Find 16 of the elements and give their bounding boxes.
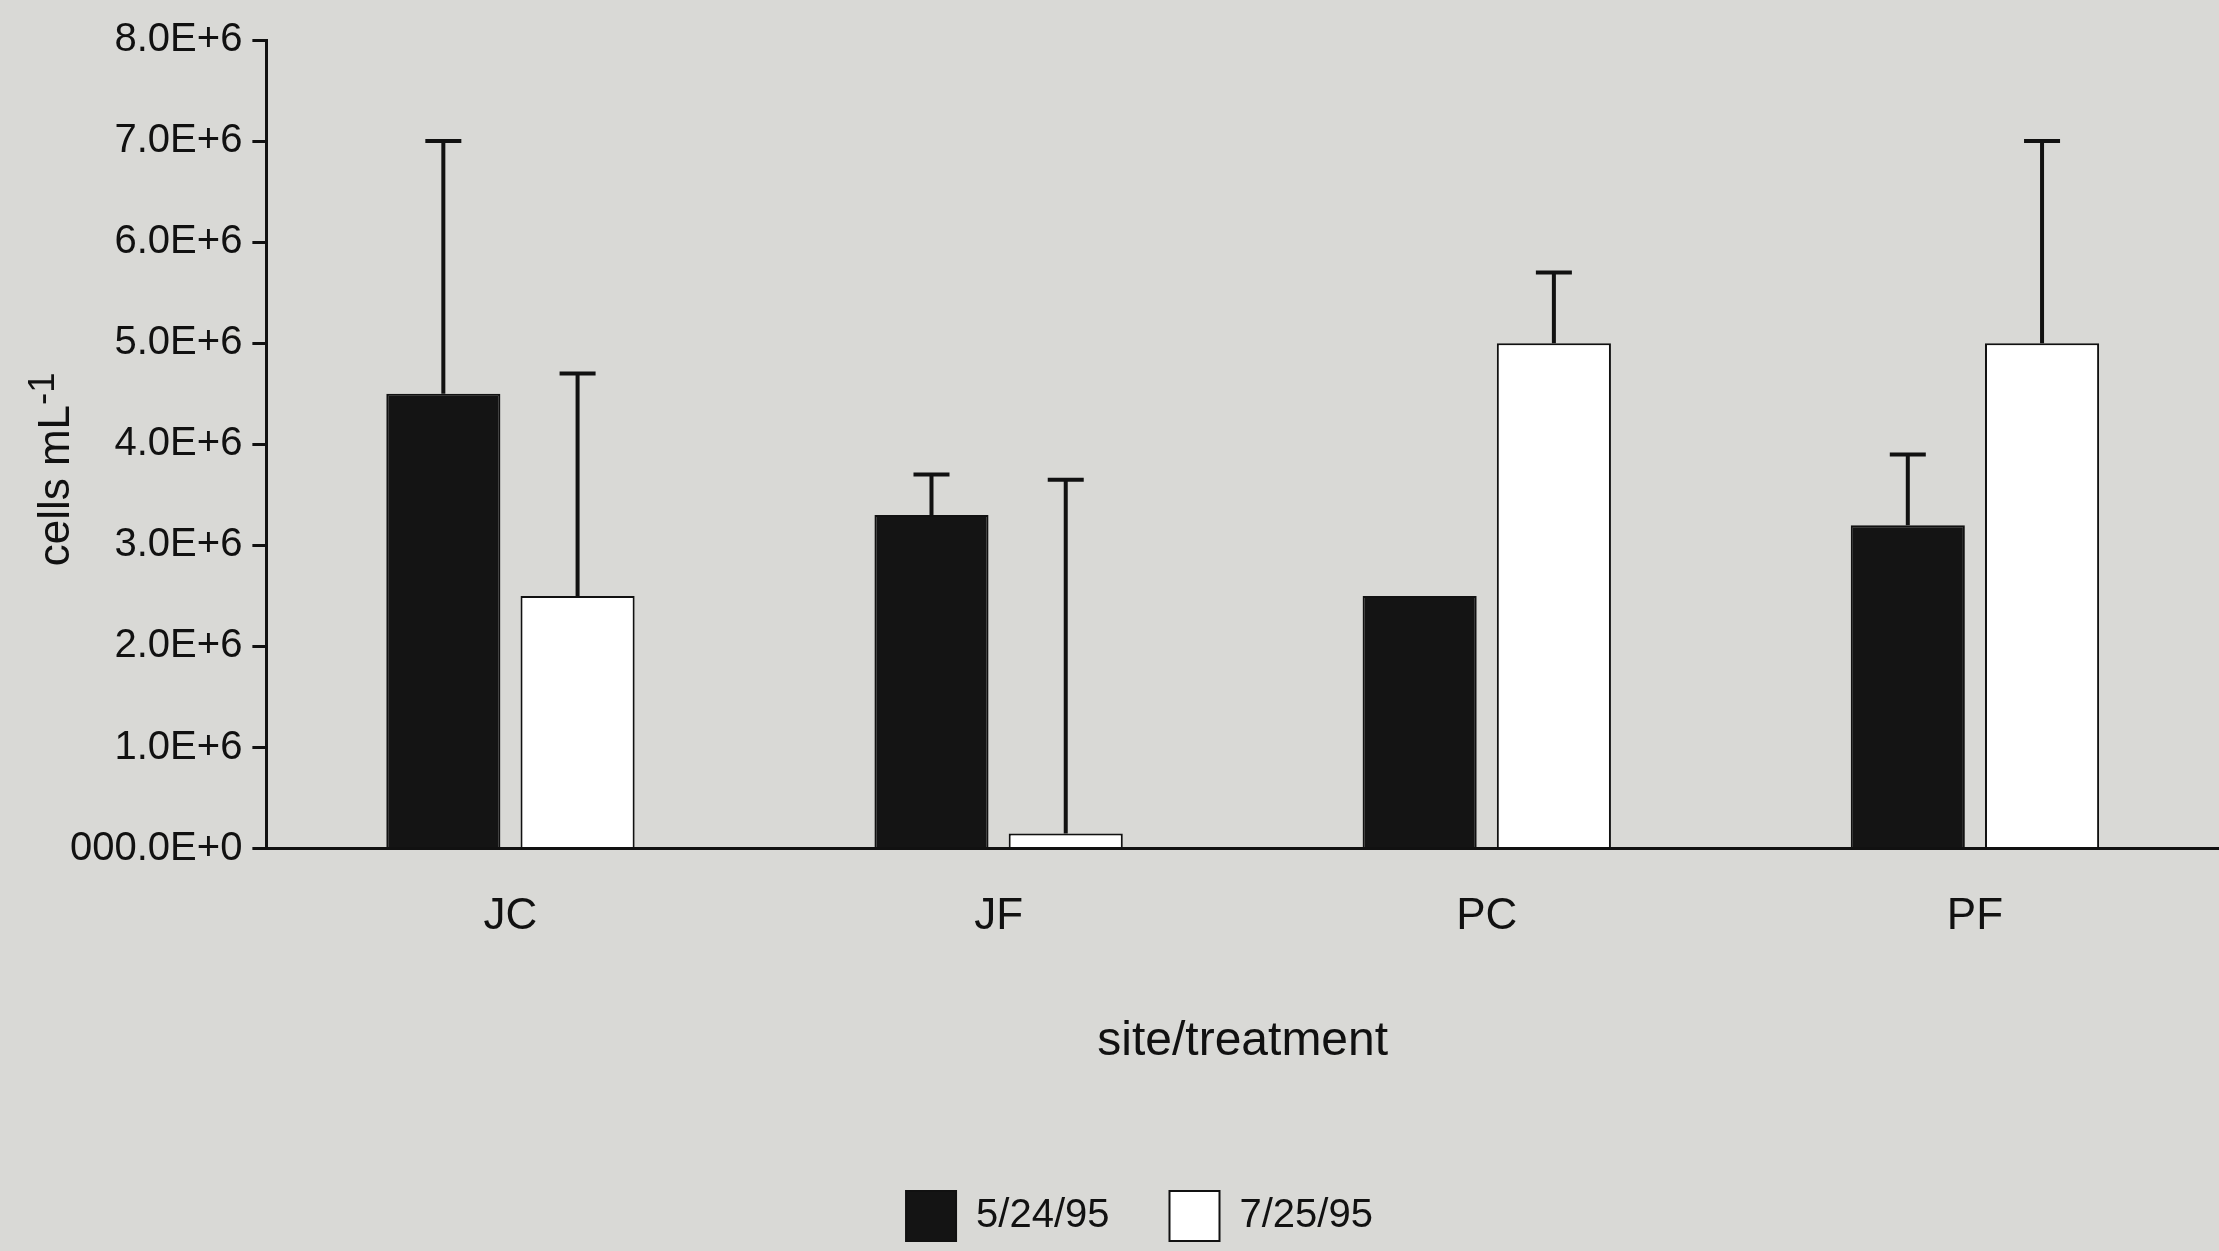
y-tick-label: 7.0E+6 xyxy=(114,116,243,161)
y-tick-label: 6.0E+6 xyxy=(114,217,243,262)
y-tick-label: 3.0E+6 xyxy=(114,520,243,565)
y-tick-label: 000.0E+0 xyxy=(69,823,243,868)
x-tick-label: PF xyxy=(1946,889,2004,939)
legend-label: 7/25/95 xyxy=(1239,1191,1373,1236)
y-tick-label: 4.0E+6 xyxy=(114,419,243,464)
legend-label: 5/24/95 xyxy=(976,1191,1110,1236)
x-tick-label: JC xyxy=(483,889,538,939)
x-axis-title: site/treatment xyxy=(1097,1012,1389,1066)
x-tick-label: PC xyxy=(1456,889,1518,939)
y-tick-label: 2.0E+6 xyxy=(114,621,243,666)
x-tick-label: JF xyxy=(974,889,1024,939)
y-tick-label: 8.0E+6 xyxy=(114,15,243,60)
y-tick-label: 1.0E+6 xyxy=(114,722,243,767)
y-tick-label: 5.0E+6 xyxy=(114,318,243,363)
